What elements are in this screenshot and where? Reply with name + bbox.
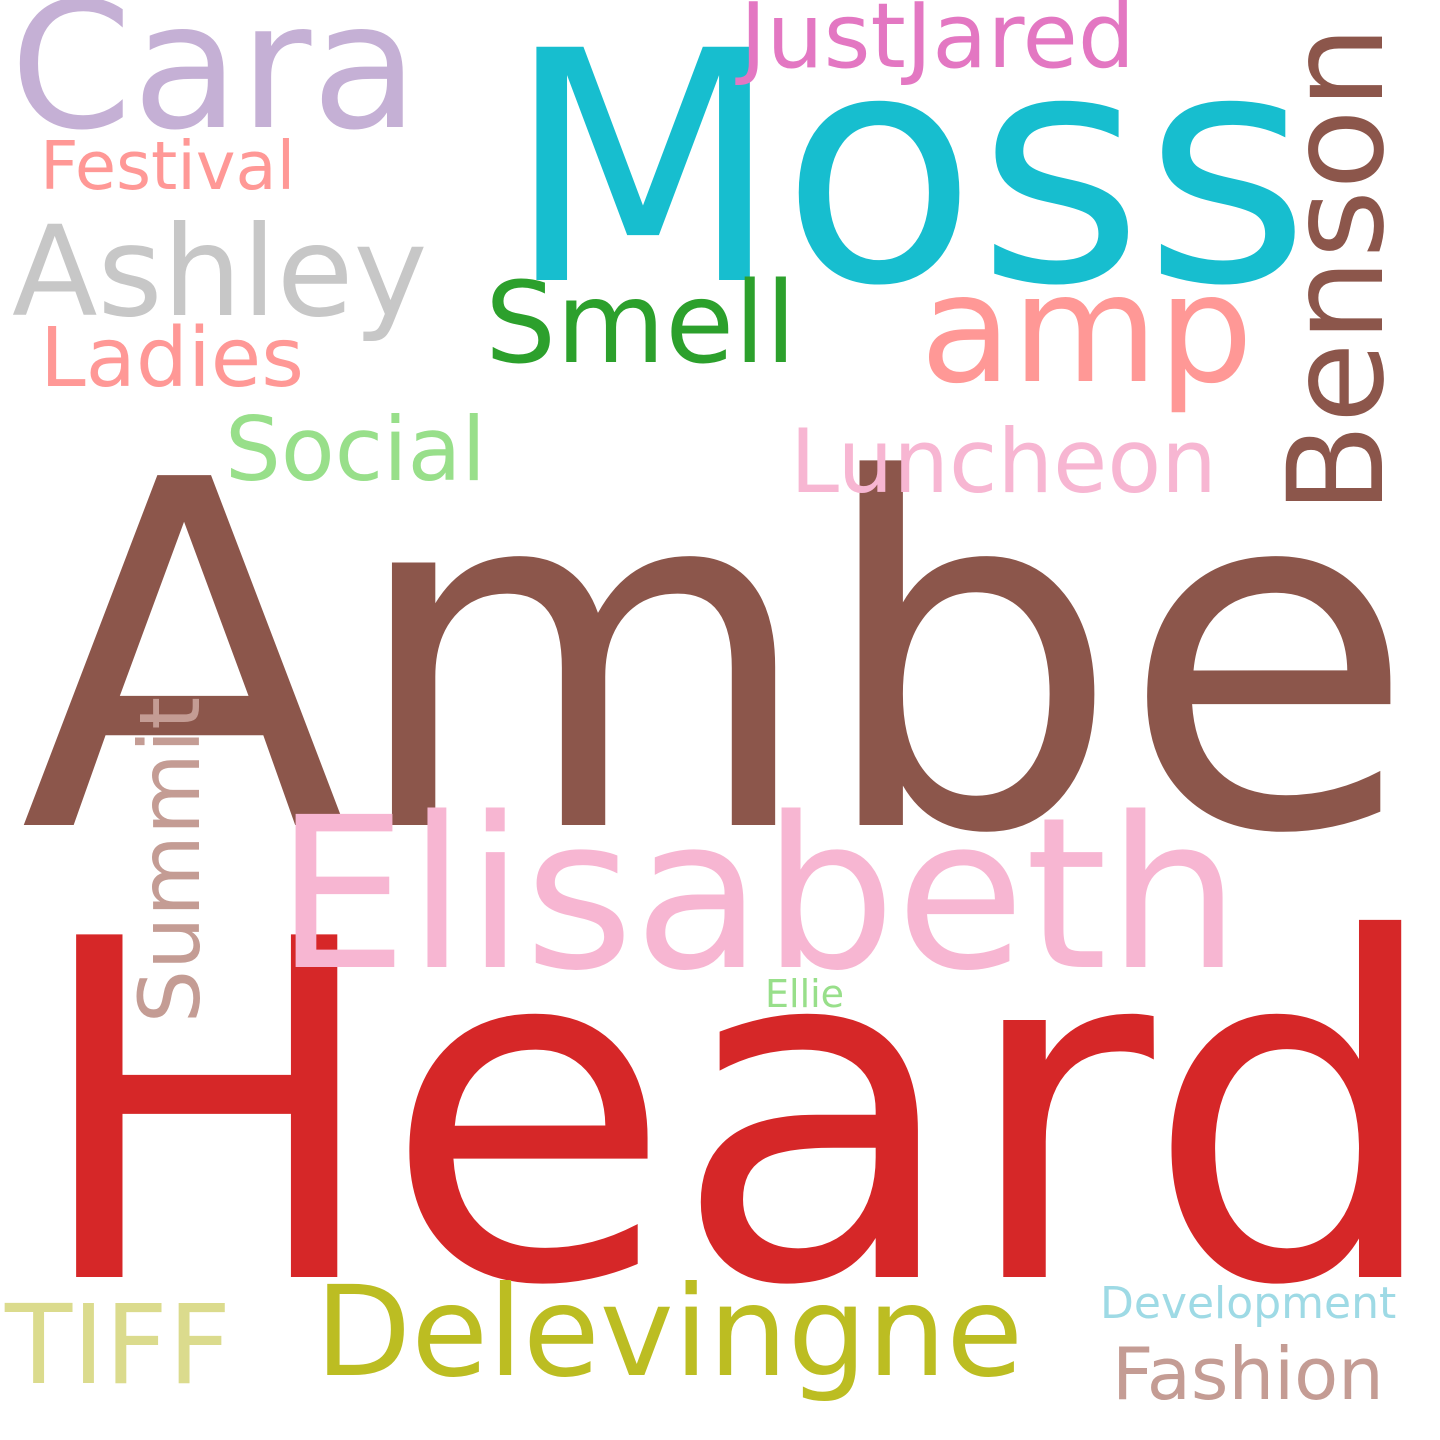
word-delevingne: Delevingne — [315, 1260, 1024, 1405]
word-justjared: JustJared — [740, 0, 1135, 89]
word-tiff: TIFF — [5, 1281, 232, 1409]
word-summit: Summit — [121, 696, 219, 1024]
word-social: Social — [225, 398, 486, 501]
word-fashion: Fashion — [1112, 1332, 1384, 1416]
word-smell: Smell — [485, 259, 797, 389]
word-ashley: Ashley — [12, 200, 428, 345]
word-cara: Cara — [10, 0, 419, 169]
word-benson: Benson — [1260, 25, 1414, 514]
word-luncheon: Luncheon — [790, 410, 1217, 513]
word-ellie: Ellie — [765, 972, 845, 1016]
word-development: Development — [1100, 1278, 1397, 1329]
word-moss: Moss — [505, 0, 1311, 356]
word-amp: amp — [920, 243, 1254, 417]
word-amber: Amber — [20, 380, 1440, 939]
word-elisabeth: Elisabeth — [275, 772, 1241, 1017]
word-heard: Heard — [30, 841, 1440, 1388]
word-ladies: Ladies — [40, 311, 304, 406]
word-festival: Festival — [40, 127, 296, 205]
